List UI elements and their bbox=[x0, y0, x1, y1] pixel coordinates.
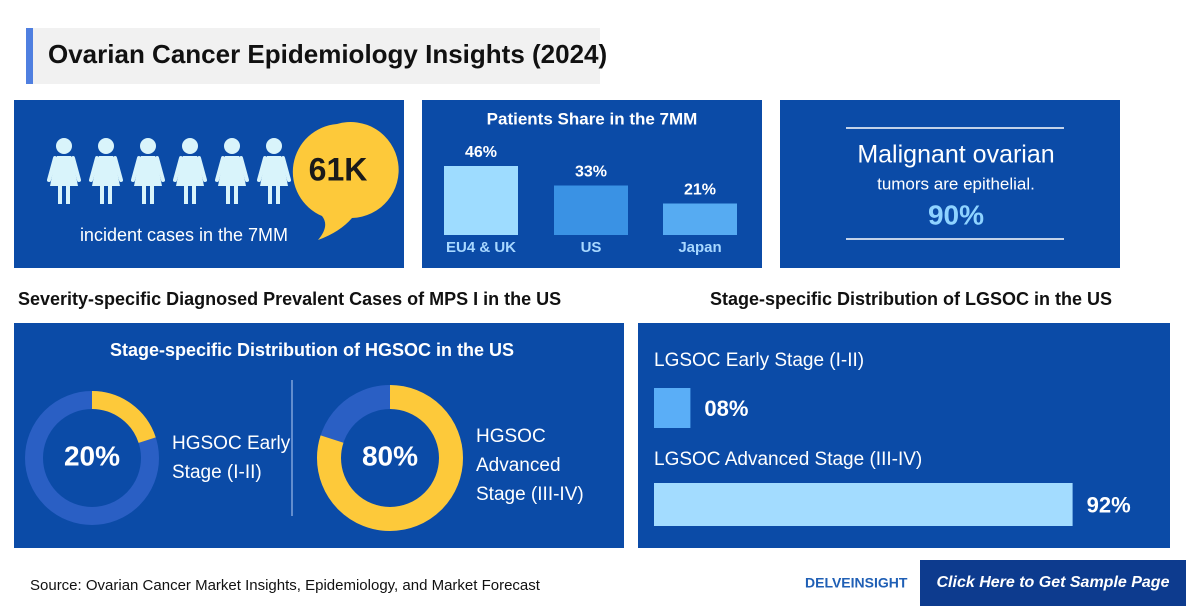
cta-button[interactable] bbox=[920, 560, 1186, 606]
category-label: US bbox=[581, 239, 602, 256]
headline-bubble bbox=[292, 122, 399, 240]
share-title: Patients Share in the 7MM bbox=[487, 109, 698, 128]
donut-value: 20% bbox=[64, 440, 120, 471]
donut-arc bbox=[25, 391, 159, 525]
bar bbox=[663, 203, 737, 235]
value-label: 46% bbox=[465, 144, 497, 161]
donut-label: HGSOC Early bbox=[172, 433, 291, 454]
lgsoc-chart: LGSOC Early Stage (I-II) 08% LGSOC Advance… bbox=[654, 350, 1131, 526]
bar bbox=[654, 388, 691, 428]
bar bbox=[444, 166, 518, 235]
donut-label: Advanced bbox=[476, 455, 561, 476]
logo: DELVEINSIGHT bbox=[805, 575, 908, 591]
title-bar bbox=[26, 28, 600, 84]
category-label: Japan bbox=[678, 239, 721, 256]
donut-arc bbox=[317, 385, 463, 531]
value-label: 08% bbox=[704, 396, 748, 421]
bar-category: LGSOC Advanced Stage (III-IV) bbox=[654, 449, 922, 470]
donut-label: HGSOC bbox=[476, 426, 546, 447]
value-label: 92% bbox=[1087, 492, 1131, 517]
incident-headline: 61K bbox=[309, 151, 368, 187]
value-label: 33% bbox=[575, 164, 607, 181]
bar bbox=[554, 185, 628, 235]
source: Source: Ovarian Cancer Market Insights, … bbox=[30, 577, 541, 594]
share-chart: 46% EU4 & UK 33% US 21% Japan bbox=[444, 144, 737, 256]
cta-label[interactable]: Click Here to Get Sample Page bbox=[937, 574, 1170, 591]
malignant-line2: tumors are epithelial. bbox=[877, 174, 1035, 193]
donut-value: 80% bbox=[362, 440, 418, 471]
donut-label: Stage (I-II) bbox=[172, 462, 262, 483]
page-title: Ovarian Cancer Epidemiology Insights (20… bbox=[48, 39, 607, 69]
donut-label: Stage (III-IV) bbox=[476, 484, 584, 505]
right-heading: Stage-specific Distribution of LGSOC in … bbox=[710, 289, 1112, 309]
bar bbox=[654, 483, 1073, 526]
category-label: EU4 & UK bbox=[446, 239, 516, 256]
malignant-line1: Malignant ovarian bbox=[857, 141, 1054, 169]
malignant-headline: 90% bbox=[928, 199, 984, 230]
hgsoc-title: Stage-specific Distribution of HGSOC in … bbox=[110, 340, 514, 360]
hgsoc-chart: 20% HGSOC Early Stage (I-II) 80% HGSOC Advanc… bbox=[25, 385, 584, 531]
incident-caption: incident cases in the 7MM bbox=[80, 225, 288, 245]
title-accent bbox=[26, 28, 33, 84]
bar-category: LGSOC Early Stage (I-II) bbox=[654, 350, 864, 371]
value-label: 21% bbox=[684, 182, 716, 199]
left-heading: Severity-specific Diagnosed Prevalent Ca… bbox=[18, 289, 561, 309]
